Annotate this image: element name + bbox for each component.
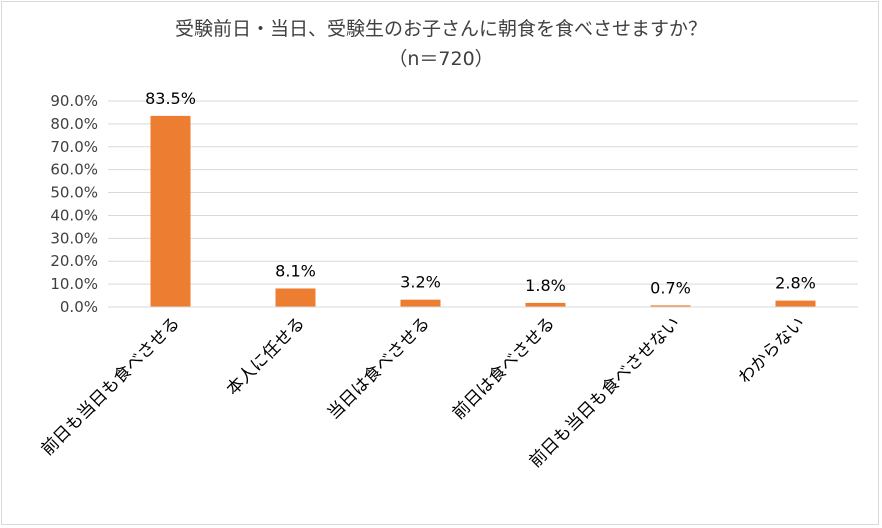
data-label: 1.8% — [525, 276, 566, 295]
data-label: 8.1% — [275, 261, 316, 280]
y-tick-label: 20.0% — [50, 252, 98, 270]
data-label: 3.2% — [400, 273, 441, 292]
y-tick-label: 60.0% — [50, 161, 98, 179]
chart-title: 受験前日・当日、受験生のお子さんに朝食を食べさせますか？ — [174, 18, 707, 40]
bars — [150, 115, 816, 307]
y-tick-label: 70.0% — [50, 138, 98, 156]
gridlines — [108, 100, 858, 285]
data-label: 83.5% — [145, 89, 196, 108]
y-tick-label: 30.0% — [50, 229, 98, 247]
x-category-label: 前日は食べさせる — [449, 313, 559, 423]
y-tick-label: 0.0% — [60, 298, 98, 316]
bar — [275, 288, 316, 307]
bar — [400, 299, 441, 307]
y-tick-label: 90.0% — [50, 92, 98, 110]
y-tick-label: 10.0% — [50, 275, 98, 293]
x-category-label: 前日も当日も食べさせる — [38, 313, 184, 459]
data-label: 2.8% — [775, 274, 816, 293]
bar — [150, 115, 191, 307]
x-axis-categories: 前日も当日も食べさせる 本人に任せる 当日は食べさせる 前日は食べさせる前日も当日も食… — [38, 313, 809, 471]
y-tick-label: 80.0% — [50, 115, 98, 133]
data-labels: 83.5% 8.1% 3.2% 1.8% 0.7% 2.8% — [145, 89, 816, 298]
bar — [775, 300, 816, 307]
x-category-label: 当日は食べさせる — [324, 313, 434, 423]
data-label: 0.7% — [650, 278, 691, 297]
x-category-label: 本人に任せる — [223, 313, 309, 399]
chart-subtitle: （n＝720） — [388, 48, 494, 70]
bar — [650, 305, 691, 307]
y-axis-ticks: 0.0% 10.0% 20.0% 30.0% 40.0% 50.0% 60.0% 70.0% 8… — [50, 92, 98, 316]
bar — [525, 302, 566, 307]
y-tick-label: 50.0% — [50, 184, 98, 202]
y-tick-label: 40.0% — [50, 206, 98, 224]
x-category-label: わからない — [735, 313, 809, 387]
